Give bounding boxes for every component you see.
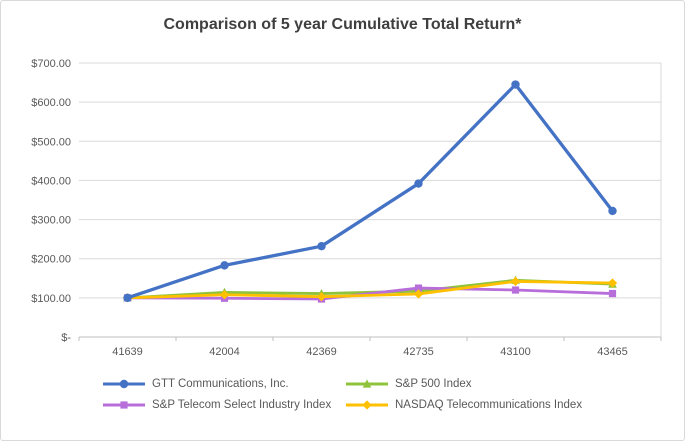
circle-marker-icon	[414, 179, 423, 188]
square-legend-marker-icon	[103, 401, 145, 409]
x-axis-label: 43465	[597, 346, 628, 358]
x-axis-label: 42735	[403, 346, 434, 358]
circle-marker-icon	[608, 206, 617, 216]
y-axis-label: $600.00	[31, 97, 71, 109]
circle-marker-icon	[119, 379, 129, 389]
series-line	[126, 286, 614, 301]
square-marker-icon	[414, 284, 423, 292]
legend-label: S&P Telecom Select Industry Index	[152, 399, 332, 411]
legend-item: S&P Telecom Select Industry Index	[101, 399, 344, 411]
y-axis-label: $200.00	[31, 254, 71, 266]
y-axis-label: $300.00	[31, 215, 71, 227]
series-circle	[123, 80, 617, 303]
square-marker-icon	[511, 286, 520, 294]
y-axis-label: $100.00	[31, 293, 71, 305]
series-diamond	[122, 276, 618, 303]
diamond-marker-icon	[510, 276, 521, 287]
y-axis-label: $700.00	[31, 58, 71, 70]
triangle-legend-marker-icon	[346, 379, 388, 388]
diamond-marker-icon	[219, 290, 230, 300]
legend-label: S&P 500 Index	[395, 378, 472, 390]
square-marker-icon	[608, 289, 617, 298]
circle-marker-icon	[123, 293, 132, 303]
x-axis-label: 43100	[500, 346, 531, 358]
circle-marker-icon	[511, 80, 520, 89]
circle-marker-icon	[220, 261, 229, 270]
diamond-marker-icon	[316, 292, 327, 302]
legend-item: S&P 500 Index	[344, 378, 582, 390]
plot-area: $- $100.00 $200.00 $300.00 $400.00 $500.00 $60…	[31, 58, 662, 358]
diamond-marker-icon	[362, 400, 372, 410]
triangle-marker-icon	[362, 379, 372, 388]
diamond-legend-marker-icon	[346, 400, 388, 410]
legend-item: GTT Communications, Inc.	[101, 378, 344, 390]
x-axis-label: 42369	[306, 346, 337, 358]
legend-item: NASDAQ Telecommunications Index	[344, 399, 582, 411]
y-axis-label: $500.00	[31, 136, 71, 148]
chart-title: Comparison of 5 year Cumulative Total Re…	[163, 16, 522, 33]
circle-marker-icon	[317, 241, 326, 251]
x-axis-label: 41639	[112, 346, 143, 358]
x-axis-label: 42004	[209, 346, 240, 358]
legend-label: NASDAQ Telecommunications Index	[395, 399, 583, 411]
series-line	[125, 82, 615, 300]
legend-label: GTT Communications, Inc.	[152, 378, 289, 390]
diamond-marker-icon	[607, 278, 618, 288]
square-marker-icon	[120, 401, 128, 409]
diamond-marker-icon	[413, 289, 424, 299]
y-axis-label: $400.00	[31, 175, 71, 187]
circle-legend-marker-icon	[103, 379, 145, 389]
series-line	[126, 280, 614, 300]
legend: GTT Communications, Inc. S&P 500 Index S&P…	[1, 378, 684, 411]
y-axis-label: $-	[61, 332, 71, 344]
